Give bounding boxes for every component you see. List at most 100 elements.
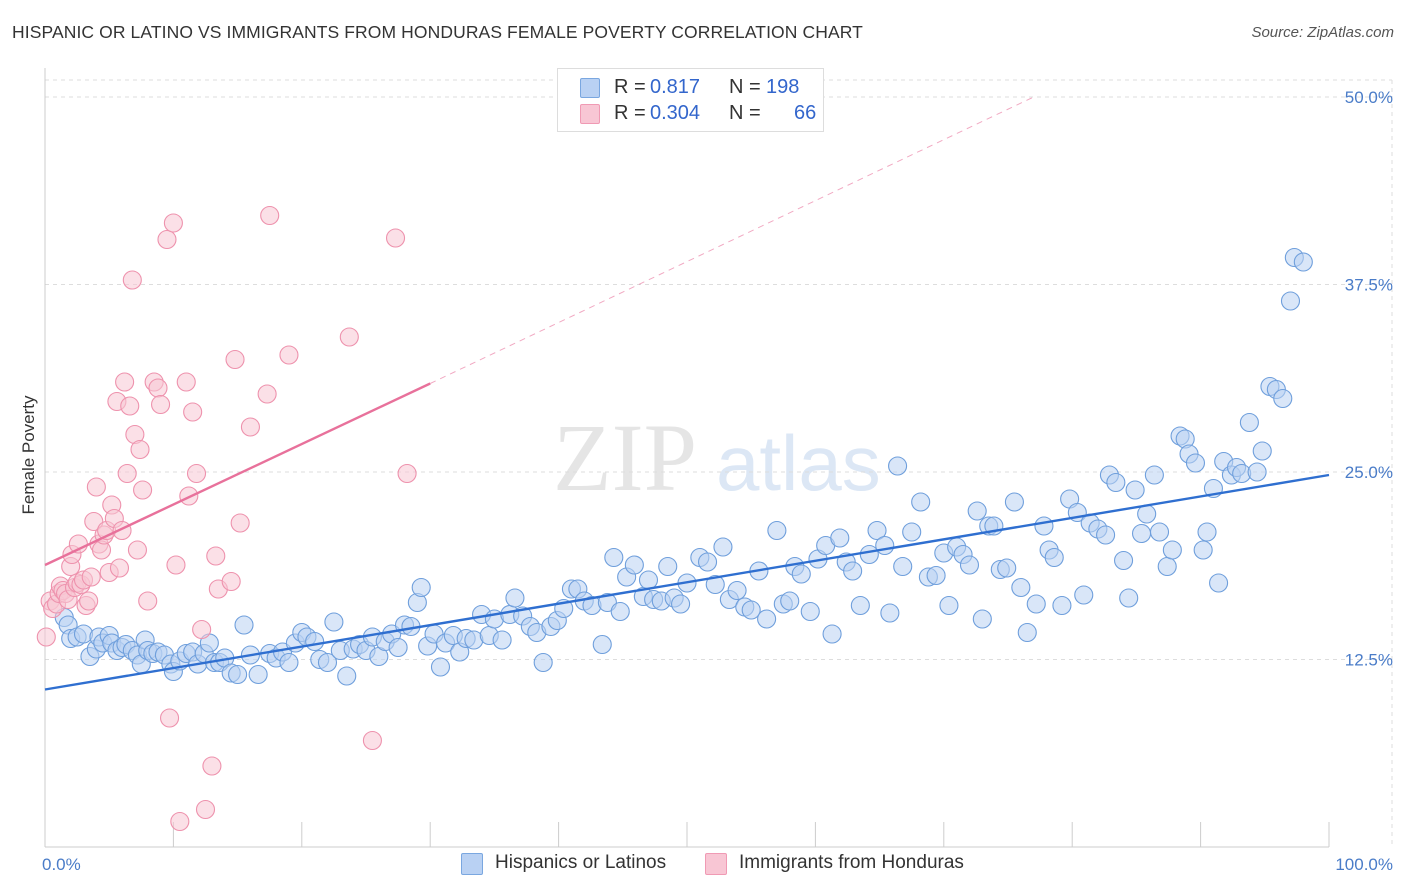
point-hispanic: [1106, 472, 1126, 493]
point-honduras: [186, 463, 207, 484]
point-hispanic: [1004, 492, 1024, 512]
trend-lines: [44, 96, 1330, 691]
point-hispanic: [1011, 577, 1031, 598]
point-hispanic: [248, 664, 268, 685]
point-hispanic: [228, 664, 248, 685]
point-hispanic: [638, 570, 659, 590]
y-tick-labels: 12.5% 25.0% 37.5% 50.0%: [1345, 88, 1393, 670]
point-hispanic: [767, 520, 787, 541]
point-hispanic: [893, 556, 913, 577]
point-hispanic: [822, 624, 842, 644]
n-value-hispanic: 198: [766, 76, 800, 98]
n-label: N =: [729, 76, 761, 98]
point-hispanic: [972, 609, 992, 629]
source-label: Source: ZipAtlas.com: [1251, 24, 1394, 41]
point-hispanic: [880, 603, 900, 623]
point-honduras: [36, 627, 56, 647]
point-honduras: [183, 402, 203, 422]
point-honduras: [151, 394, 171, 415]
point-hispanic: [1044, 547, 1064, 568]
point-honduras: [230, 513, 250, 533]
point-hispanic: [234, 615, 254, 635]
point-hispanic: [713, 537, 733, 557]
point-honduras: [225, 349, 245, 370]
point-hispanic: [1273, 388, 1293, 409]
point-hispanic: [337, 666, 357, 686]
point-hispanic: [73, 624, 94, 644]
point-hispanic: [1157, 556, 1177, 577]
point-honduras: [133, 480, 153, 500]
point-hispanic: [492, 630, 512, 650]
point-hispanic: [671, 594, 691, 614]
point-honduras: [148, 378, 168, 398]
y-tick-label: 12.5%: [1345, 651, 1393, 670]
point-hispanic: [800, 601, 820, 622]
point-hispanic: [902, 522, 922, 542]
point-honduras: [257, 384, 277, 404]
bottom-legend-label-honduras: Immigrants from Honduras: [739, 852, 964, 873]
data-points: [36, 205, 1313, 832]
legend-swatch-hispanic: [580, 78, 600, 98]
point-honduras: [79, 591, 99, 611]
point-hispanic: [533, 652, 553, 673]
point-hispanic: [705, 574, 725, 595]
point-hispanic: [939, 595, 959, 616]
point-hispanic: [1162, 540, 1182, 560]
point-honduras: [157, 229, 177, 250]
x-tick-label: 100.0%: [1335, 855, 1393, 874]
point-honduras: [130, 439, 150, 460]
point-hispanic: [1114, 550, 1134, 571]
point-hispanic: [411, 577, 431, 598]
point-hispanic: [1125, 480, 1145, 500]
point-hispanic: [850, 595, 870, 616]
x-tick-label: 0.0%: [42, 855, 81, 874]
point-honduras: [397, 463, 417, 484]
point-hispanic: [1017, 622, 1037, 643]
point-hispanic: [1052, 595, 1072, 616]
point-hispanic: [741, 600, 761, 620]
point-hispanic: [875, 535, 895, 556]
watermark: ZIP atlas: [553, 404, 881, 511]
point-honduras: [159, 708, 180, 728]
point-hispanic: [867, 520, 887, 541]
point-hispanic: [279, 652, 299, 673]
point-hispanic: [1252, 441, 1272, 461]
r-label: R =: [614, 102, 646, 124]
legend-swatch-honduras: [580, 104, 600, 124]
point-honduras: [195, 799, 216, 820]
point-hispanic: [592, 634, 612, 655]
point-hispanic: [791, 564, 811, 584]
r-value-hispanic: 0.817: [650, 76, 701, 98]
point-hispanic: [1034, 516, 1054, 536]
point-honduras: [115, 372, 135, 392]
point-honduras: [221, 571, 241, 592]
bottom-legend-label-hispanic: Hispanics or Latinos: [495, 852, 667, 873]
y-tick-label: 37.5%: [1345, 276, 1393, 295]
point-honduras: [166, 555, 186, 575]
point-honduras: [192, 619, 212, 640]
point-hispanic: [1119, 588, 1139, 608]
point-hispanic: [911, 492, 931, 512]
point-hispanic: [1149, 522, 1170, 542]
point-hispanic: [757, 609, 777, 629]
point-honduras: [339, 327, 359, 347]
point-hispanic: [1293, 252, 1313, 272]
point-hispanic: [727, 580, 747, 601]
point-honduras: [138, 591, 158, 611]
point-honduras: [122, 270, 142, 290]
point-hispanic: [926, 565, 946, 586]
point-hispanic: [1074, 585, 1094, 605]
point-honduras: [385, 228, 406, 248]
point-hispanic: [1193, 540, 1213, 560]
point-hispanic: [1247, 462, 1267, 482]
point-hispanic: [1239, 412, 1259, 433]
axes: [44, 68, 1330, 848]
point-hispanic: [430, 657, 451, 677]
point-hispanic: [1026, 594, 1046, 614]
x-tick-labels: 0.0% 100.0%: [42, 855, 1393, 874]
point-hispanic: [1131, 523, 1152, 544]
trend-line-hispanic: [44, 473, 1330, 691]
y-tick-label: 50.0%: [1345, 88, 1393, 107]
point-hispanic: [1144, 465, 1164, 485]
